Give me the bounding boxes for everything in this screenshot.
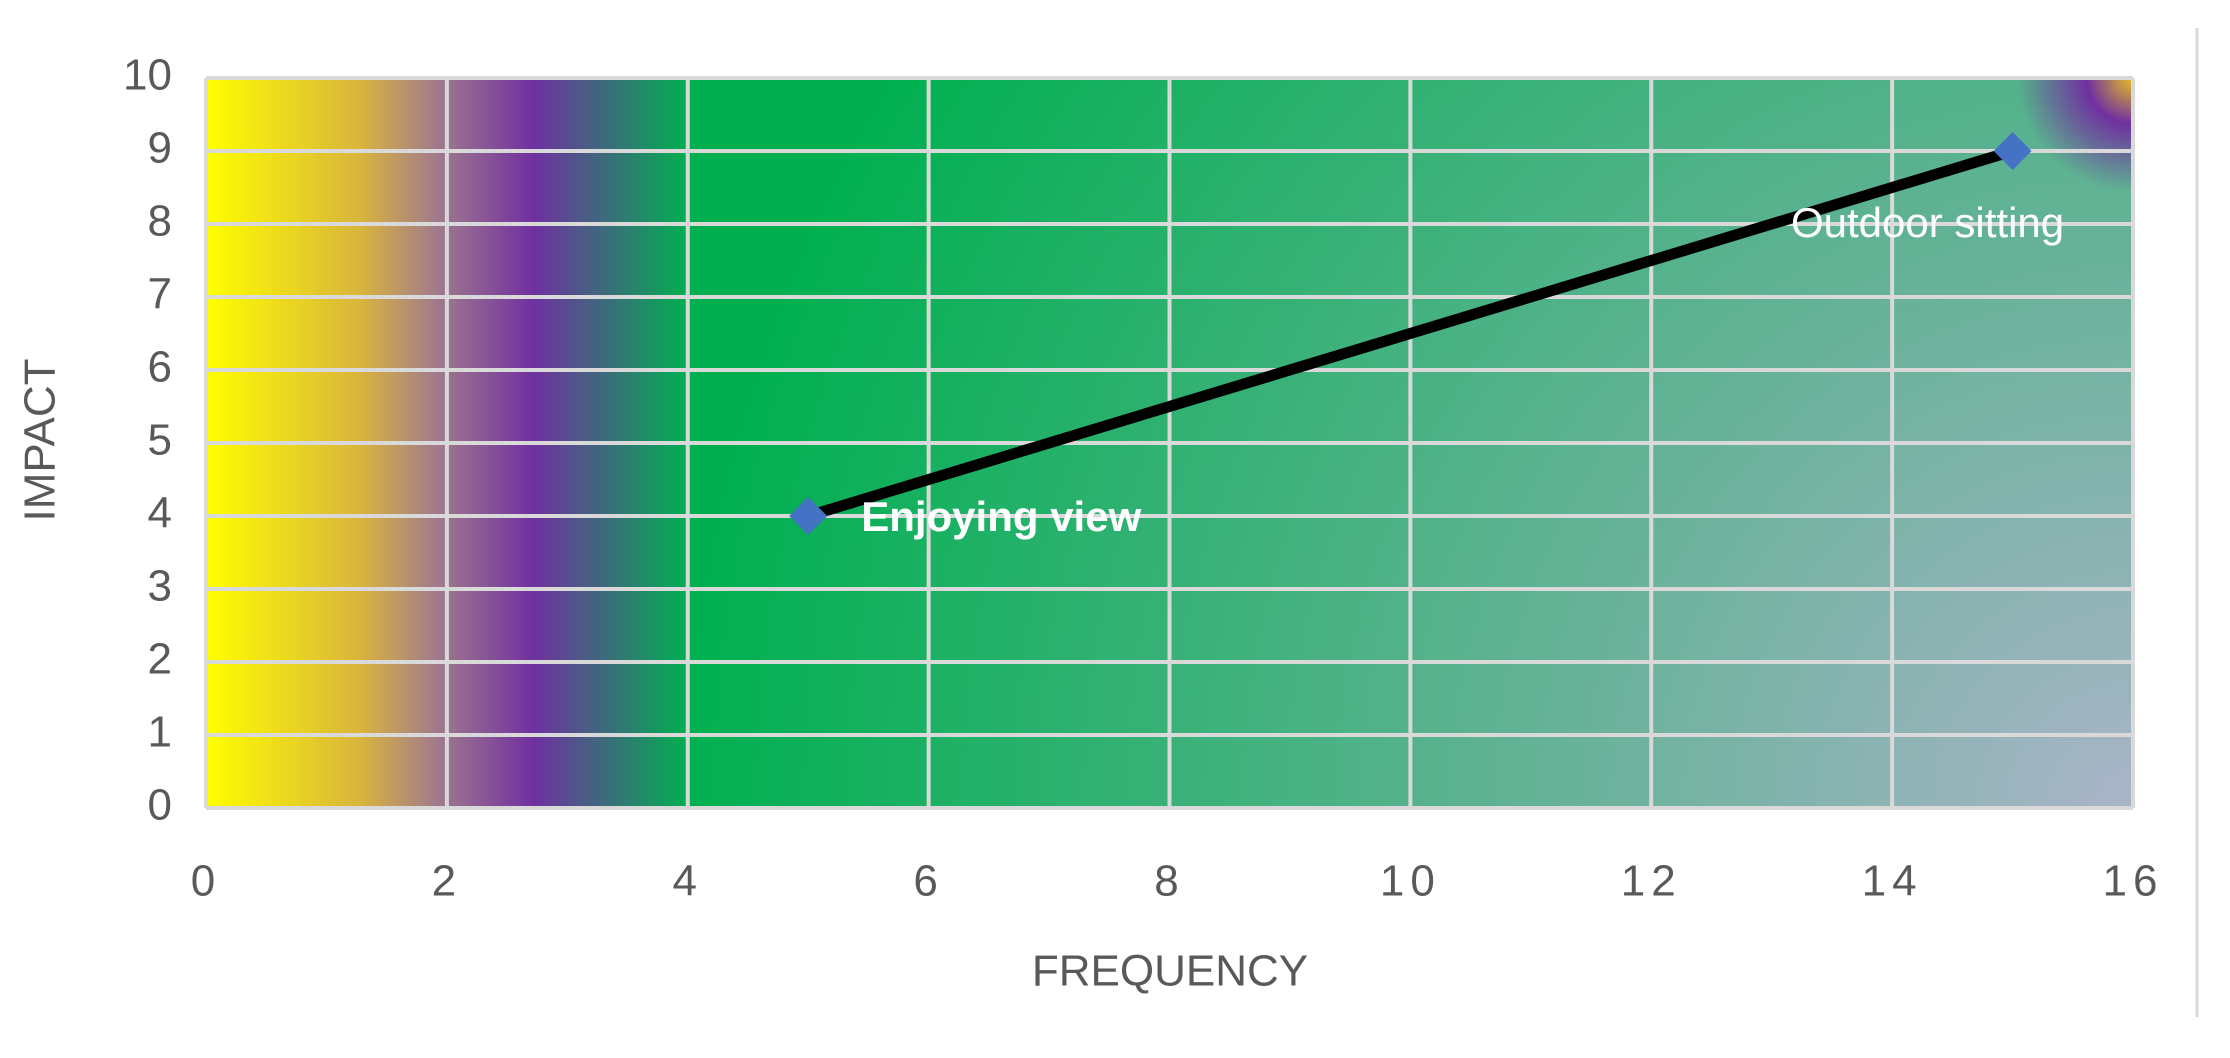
x-axis-title: FREQUENCY bbox=[1032, 947, 1308, 996]
y-tick-label: 5 bbox=[148, 416, 172, 465]
y-tick-label: 0 bbox=[148, 781, 172, 830]
y-tick-label: 4 bbox=[148, 489, 172, 538]
data-point bbox=[1993, 132, 2032, 170]
connector-line bbox=[806, 145, 2015, 522]
x-tick-label: 8 bbox=[1154, 857, 1184, 906]
grid bbox=[204, 76, 2135, 810]
y-tick-label: 9 bbox=[148, 124, 172, 173]
data-point bbox=[789, 497, 828, 535]
x-tick-label: 6 bbox=[913, 857, 943, 906]
point-label: Enjoying view bbox=[861, 493, 1141, 540]
y-tick-label: 1 bbox=[148, 708, 172, 757]
x-tick-label: 10 bbox=[1380, 857, 1441, 906]
y-tick-label: 7 bbox=[148, 270, 172, 319]
y-tick-label: 3 bbox=[148, 562, 172, 611]
x-tick-label: 16 bbox=[2103, 857, 2164, 906]
y-tick-label: 10 bbox=[123, 51, 172, 100]
y-axis-title: IMPACT bbox=[16, 359, 65, 522]
x-tick-label: 12 bbox=[1621, 857, 1682, 906]
marks: Enjoying view Outdoor sitting bbox=[789, 132, 2064, 540]
x-tick-label: 0 bbox=[191, 857, 221, 906]
y-tick-label: 2 bbox=[148, 635, 172, 684]
x-tick-label: 4 bbox=[673, 857, 703, 906]
x-tick-label: 14 bbox=[1862, 857, 1923, 906]
y-tick-label: 6 bbox=[148, 343, 172, 392]
y-tick-label: 8 bbox=[148, 197, 172, 246]
point-label: Outdoor sitting bbox=[1791, 199, 2064, 246]
x-tick-label: 2 bbox=[432, 857, 462, 906]
